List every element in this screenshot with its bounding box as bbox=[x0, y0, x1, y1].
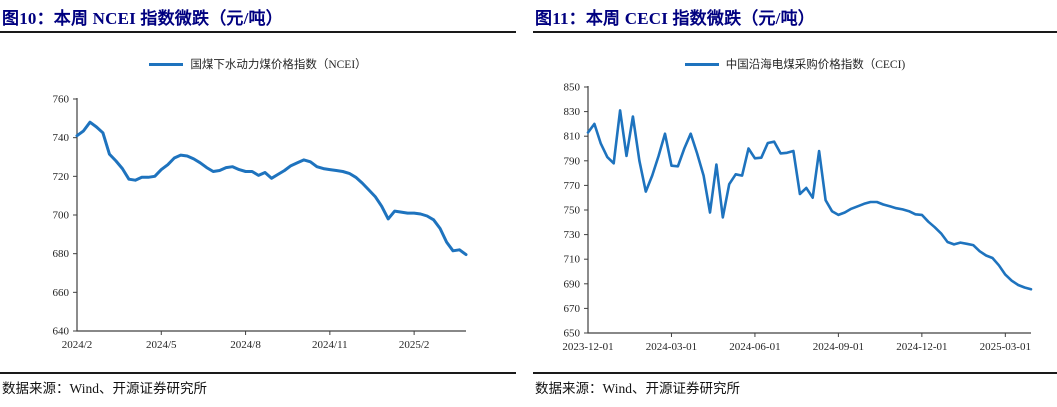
figure-ceci: 图11：本周 CECI 指数微跌（元/吨） 中国沿海电煤采购价格指数（CECI)… bbox=[533, 0, 1057, 407]
svg-text:750: 750 bbox=[564, 205, 581, 217]
figure-ncei-source-rule bbox=[0, 372, 516, 374]
legend-line-swatch bbox=[149, 62, 184, 66]
figure-ncei: 图10：本周 NCEI 指数微跌（元/吨） 国煤下水动力煤价格指数（NCEI） … bbox=[0, 0, 516, 407]
svg-text:2024-09-01: 2024-09-01 bbox=[813, 341, 864, 353]
figure-ceci-source-text: 数据来源：Wind、开源证券研究所 bbox=[535, 381, 740, 396]
svg-text:2024/5: 2024/5 bbox=[146, 339, 177, 351]
svg-text:770: 770 bbox=[564, 180, 581, 192]
svg-text:650: 650 bbox=[564, 328, 581, 340]
svg-text:2023-12-01: 2023-12-01 bbox=[562, 341, 613, 353]
svg-text:810: 810 bbox=[564, 131, 581, 143]
ceci-line-chart: 650 670 690 710 730 750 770 790 810 830 850 2023-12… bbox=[562, 82, 1033, 353]
figure-ceci-legend: 中国沿海电煤采购价格指数（CECI) bbox=[533, 56, 1057, 72]
ncei-line-chart: 640 660 680 700 720 740 760 2024/2 2024/5 2024/8 2… bbox=[53, 94, 468, 351]
figure-ncei-source-text: 数据来源：Wind、开源证券研究所 bbox=[2, 381, 207, 396]
svg-text:2025/2: 2025/2 bbox=[399, 339, 430, 351]
figure-ceci-title-rule bbox=[533, 31, 1057, 33]
svg-text:2025-03-01: 2025-03-01 bbox=[980, 341, 1031, 353]
svg-text:2024/2: 2024/2 bbox=[62, 339, 93, 351]
svg-text:830: 830 bbox=[564, 106, 581, 118]
svg-text:2024-12-01: 2024-12-01 bbox=[896, 341, 947, 353]
figure-ceci-title: 图11：本周 CECI 指数微跌（元/吨） bbox=[535, 9, 815, 28]
svg-text:660: 660 bbox=[53, 287, 70, 299]
svg-text:640: 640 bbox=[53, 326, 70, 338]
svg-text:2024/8: 2024/8 bbox=[230, 339, 261, 351]
figure-ceci-source-rule bbox=[533, 372, 1057, 374]
svg-text:690: 690 bbox=[564, 278, 581, 290]
svg-text:850: 850 bbox=[564, 82, 581, 94]
legend-label: 中国沿海电煤采购价格指数（CECI) bbox=[725, 59, 906, 71]
svg-text:730: 730 bbox=[564, 229, 581, 241]
figure-ncei-title-rule bbox=[0, 31, 516, 33]
svg-text:2024-06-01: 2024-06-01 bbox=[729, 341, 780, 353]
svg-text:790: 790 bbox=[564, 155, 581, 167]
svg-text:740: 740 bbox=[53, 132, 70, 144]
figure-ncei-legend: 国煤下水动力煤价格指数（NCEI） bbox=[0, 56, 516, 72]
svg-text:710: 710 bbox=[564, 254, 581, 266]
svg-text:680: 680 bbox=[53, 248, 70, 260]
svg-text:670: 670 bbox=[564, 303, 581, 315]
svg-text:720: 720 bbox=[53, 171, 70, 183]
svg-text:2024/11: 2024/11 bbox=[312, 339, 348, 351]
svg-text:760: 760 bbox=[53, 94, 70, 106]
figure-ncei-title: 图10：本周 NCEI 指数微跌（元/吨） bbox=[2, 9, 283, 28]
svg-text:2024-03-01: 2024-03-01 bbox=[646, 341, 697, 353]
svg-text:700: 700 bbox=[53, 210, 70, 222]
legend-line-swatch bbox=[684, 62, 719, 66]
legend-label: 国煤下水动力煤价格指数（NCEI） bbox=[190, 59, 367, 71]
